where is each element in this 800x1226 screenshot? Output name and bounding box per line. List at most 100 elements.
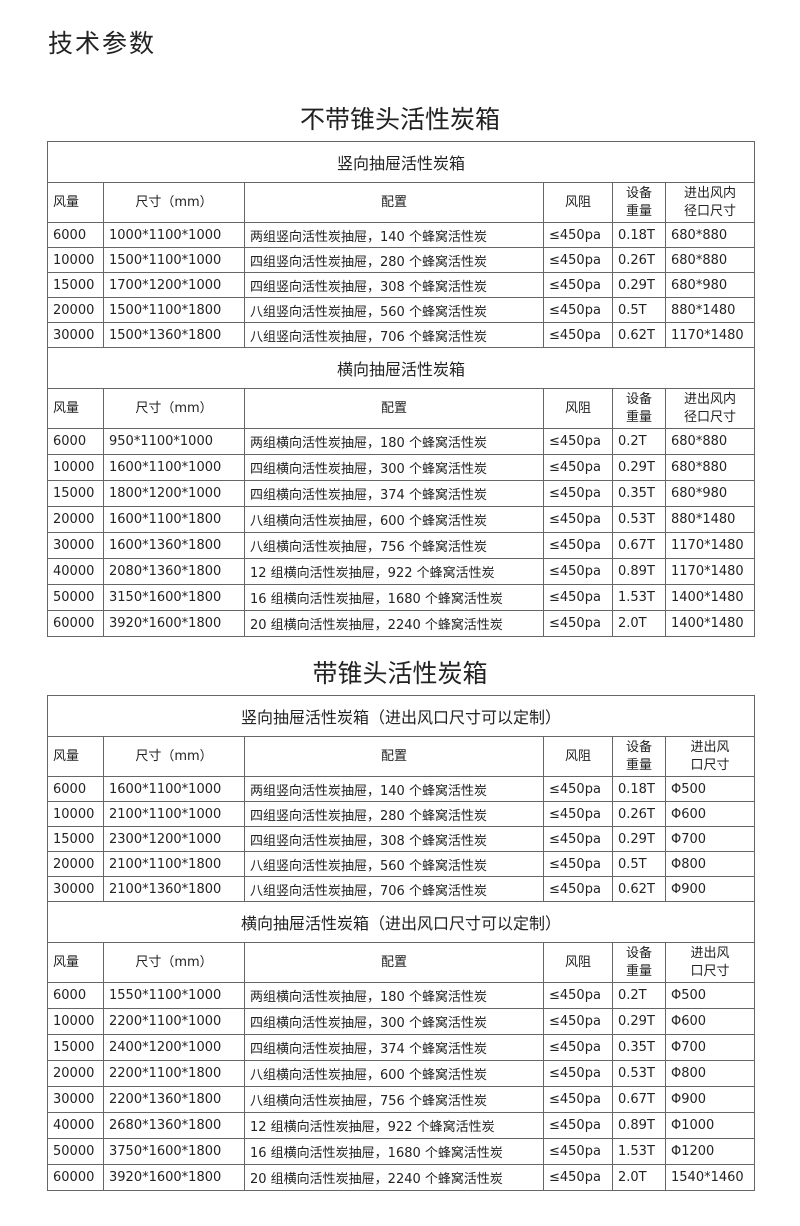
column-header-weight: 设备 重量 (612, 182, 666, 223)
cell-airflow: 60000 (47, 610, 104, 637)
header-row: 风量 尺寸（mm） 配置 风阻 设备 重量 进出风 口尺寸 (47, 736, 756, 777)
cell-weight: 0.29T (612, 1008, 666, 1035)
cell-resistance: ≤450pa (543, 506, 613, 533)
cell-size: 1600*1100*1800 (103, 506, 245, 533)
table-row: 15000 2300*1200*1000 四组竖向活性炭抽屉，308 个蜂窝活性炭 ≤… (47, 826, 756, 852)
column-header-port-size: 进出风 口尺寸 (664, 736, 756, 777)
cell-airflow: 10000 (47, 454, 104, 481)
cell-config: 八组横向活性炭抽屉，600 个蜂窝活性炭 (244, 1060, 544, 1087)
cell-weight: 0.62T (612, 876, 666, 902)
cell-config: 八组竖向活性炭抽屉，560 个蜂窝活性炭 (244, 297, 544, 323)
cell-resistance: ≤450pa (543, 222, 613, 248)
cell-weight: 0.29T (612, 272, 666, 298)
cell-port-size: Φ900 (664, 1086, 756, 1113)
table-row: 30000 1600*1360*1800 八组横向活性炭抽屉，756 个蜂窝活性炭 ≤… (47, 532, 756, 559)
table-row: 50000 3750*1600*1800 16 组横向活性炭抽屉，1680 个蜂窝活… (47, 1138, 756, 1165)
table-row: 10000 2200*1100*1000 四组横向活性炭抽屉，300 个蜂窝活性炭 ≤… (47, 1008, 756, 1035)
section-title: 带锥头活性炭箱 (312, 659, 488, 688)
cell-resistance: ≤450pa (543, 1086, 613, 1113)
cell-airflow: 30000 (47, 876, 104, 902)
cell-config: 12 组横向活性炭抽屉，922 个蜂窝活性炭 (244, 1112, 544, 1139)
column-header-resistance: 风阻 (543, 736, 613, 777)
cell-size: 1500*1100*1000 (103, 247, 245, 273)
cell-resistance: ≤450pa (543, 826, 613, 852)
table-row: 10000 2100*1100*1000 四组竖向活性炭抽屉，280 个蜂窝活性炭 ≤… (47, 801, 756, 827)
table-row: 50000 3150*1600*1800 16 组横向活性炭抽屉，1680 个蜂窝活… (47, 584, 756, 611)
cell-airflow: 30000 (47, 532, 104, 559)
spec-table-with-cone: 竖向抽屉活性炭箱（进出风口尺寸可以定制） 风量 尺寸（mm） 配置 风阻 设备 重量 进出风口… (46, 695, 756, 1191)
spec-table-no-cone: 竖向抽屉活性炭箱 风量 尺寸（mm） 配置 风阻 设备 重量 进出风内 径口尺寸 6000 1000… (46, 141, 756, 637)
cell-airflow: 40000 (47, 558, 104, 585)
cell-airflow: 15000 (47, 272, 104, 298)
cell-port-size: 1170*1480 (664, 558, 756, 585)
table-row: 20000 2200*1100*1800 八组横向活性炭抽屉，600 个蜂窝活性炭 ≤… (47, 1060, 756, 1087)
cell-resistance: ≤450pa (543, 584, 613, 611)
cell-size: 2300*1200*1000 (103, 826, 245, 852)
cell-resistance: ≤450pa (543, 1060, 613, 1087)
column-header-config: 配置 (244, 942, 544, 983)
cell-port-size: 680*880 (664, 428, 756, 455)
cell-size: 3750*1600*1800 (103, 1138, 245, 1165)
cell-config: 四组横向活性炭抽屉，300 个蜂窝活性炭 (244, 454, 544, 481)
cell-port-size: 1540*1460 (664, 1164, 756, 1191)
cell-port-size: Φ800 (664, 1060, 756, 1087)
cell-resistance: ≤450pa (543, 322, 613, 348)
cell-size: 1550*1100*1000 (103, 982, 245, 1009)
column-header-port-size: 进出风内 径口尺寸 (664, 388, 756, 429)
table-row: 20000 1500*1100*1800 八组竖向活性炭抽屉，560 个蜂窝活性炭 ≤… (47, 297, 756, 323)
cell-weight: 0.5T (612, 297, 666, 323)
cell-size: 1600*1100*1000 (103, 454, 245, 481)
cell-size: 1800*1200*1000 (103, 480, 245, 507)
cell-size: 950*1100*1000 (103, 428, 245, 455)
cell-port-size: 680*880 (664, 247, 756, 273)
cell-airflow: 6000 (47, 222, 104, 248)
cell-weight: 0.18T (612, 222, 666, 248)
column-header-weight: 设备 重量 (612, 388, 666, 429)
cell-port-size: Φ800 (664, 851, 756, 877)
table-subtitle: 竖向抽屉活性炭箱 (46, 141, 756, 183)
table-row: 10000 1500*1100*1000 四组竖向活性炭抽屉，280 个蜂窝活性炭 ≤… (47, 247, 756, 273)
table-row: 6000 950*1100*1000 两组横向活性炭抽屉，180 个蜂窝活性炭 ≤45… (47, 428, 756, 455)
cell-airflow: 20000 (47, 1060, 104, 1087)
column-header-resistance: 风阻 (543, 182, 613, 223)
cell-port-size: Φ900 (664, 876, 756, 902)
cell-weight: 0.53T (612, 1060, 666, 1087)
cell-size: 2200*1100*1800 (103, 1060, 245, 1087)
cell-config: 八组竖向活性炭抽屉，560 个蜂窝活性炭 (244, 851, 544, 877)
cell-resistance: ≤450pa (543, 532, 613, 559)
cell-resistance: ≤450pa (543, 1164, 613, 1191)
column-header-size: 尺寸（mm） (103, 736, 245, 777)
cell-weight: 0.29T (612, 454, 666, 481)
cell-airflow: 15000 (47, 826, 104, 852)
cell-size: 1600*1360*1800 (103, 532, 245, 559)
table-row: 20000 1600*1100*1800 八组横向活性炭抽屉，600 个蜂窝活性炭 ≤… (47, 506, 756, 533)
cell-config: 20 组横向活性炭抽屉，2240 个蜂窝活性炭 (244, 610, 544, 637)
cell-airflow: 20000 (47, 297, 104, 323)
cell-airflow: 20000 (47, 851, 104, 877)
cell-resistance: ≤450pa (543, 297, 613, 323)
cell-weight: 2.0T (612, 1164, 666, 1191)
cell-size: 2100*1100*1000 (103, 801, 245, 827)
table-row: 15000 1700*1200*1000 四组竖向活性炭抽屉，308 个蜂窝活性炭 ≤… (47, 272, 756, 298)
cell-port-size: Φ500 (664, 776, 756, 802)
cell-airflow: 10000 (47, 1008, 104, 1035)
cell-config: 八组竖向活性炭抽屉，706 个蜂窝活性炭 (244, 876, 544, 902)
table-row: 20000 2100*1100*1800 八组竖向活性炭抽屉，560 个蜂窝活性炭 ≤… (47, 851, 756, 877)
cell-config: 八组横向活性炭抽屉，756 个蜂窝活性炭 (244, 532, 544, 559)
table-row: 6000 1000*1100*1000 两组竖向活性炭抽屉，140 个蜂窝活性炭 ≤4… (47, 222, 756, 248)
cell-size: 3920*1600*1800 (103, 610, 245, 637)
table-subtitle: 竖向抽屉活性炭箱（进出风口尺寸可以定制） (46, 695, 756, 737)
cell-port-size: 680*880 (664, 454, 756, 481)
page-title: 技术参数 (48, 29, 157, 58)
cell-resistance: ≤450pa (543, 776, 613, 802)
cell-size: 2100*1360*1800 (103, 876, 245, 902)
cell-port-size: Φ500 (664, 982, 756, 1009)
cell-weight: 0.62T (612, 322, 666, 348)
cell-weight: 0.67T (612, 532, 666, 559)
column-header-airflow: 风量 (47, 182, 104, 223)
cell-airflow: 60000 (47, 1164, 104, 1191)
cell-resistance: ≤450pa (543, 558, 613, 585)
column-header-port-size: 进出风 口尺寸 (664, 942, 756, 983)
cell-port-size: Φ600 (664, 1008, 756, 1035)
cell-resistance: ≤450pa (543, 454, 613, 481)
